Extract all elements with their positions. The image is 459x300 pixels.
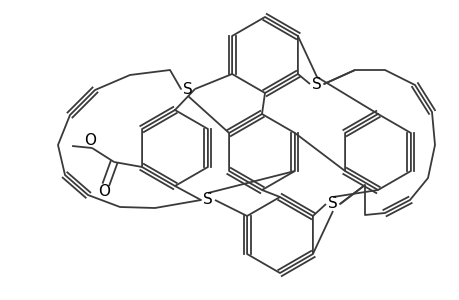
Text: S: S [327, 196, 337, 211]
Text: O: O [84, 133, 96, 148]
Text: O: O [98, 184, 110, 200]
Text: S: S [203, 193, 213, 208]
Text: S: S [312, 76, 321, 92]
Text: S: S [183, 82, 192, 97]
